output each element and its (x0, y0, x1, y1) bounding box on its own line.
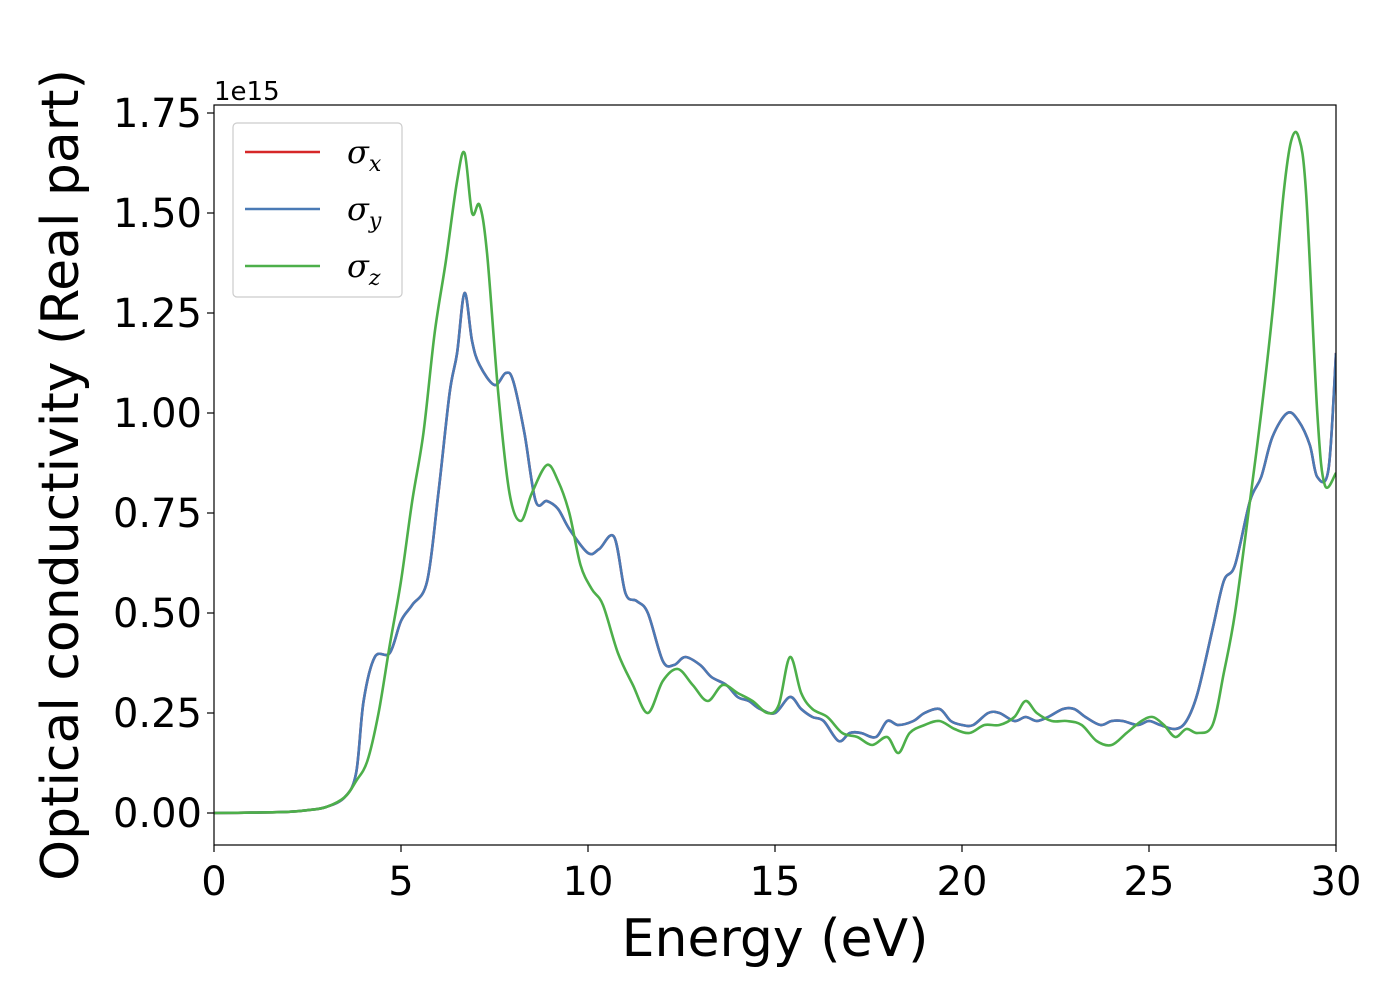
legend-symbol: σ (347, 133, 370, 171)
legend-subscript: y (368, 209, 382, 234)
y-tick-label: 0.75 (113, 491, 202, 537)
y-tick-label: 1.00 (113, 391, 202, 437)
legend-label-y: σy (347, 190, 382, 234)
legend-label-z: σz (347, 247, 381, 291)
legend-subscript: z (368, 266, 381, 291)
legend-subscript: x (369, 152, 382, 177)
series-line-y (214, 291, 1336, 815)
y-tick-label: 1.75 (113, 91, 202, 137)
legend-symbol: σ (347, 247, 370, 285)
x-tick-label: 10 (563, 859, 614, 905)
series-layer (214, 130, 1336, 815)
x-axis: 0 5 10 15 20 25 30 (201, 845, 1361, 905)
legend-symbol: σ (347, 190, 370, 228)
x-tick-label: 15 (750, 859, 801, 905)
x-tick-label: 5 (388, 859, 413, 905)
y-tick-label: 0.00 (113, 791, 202, 837)
x-tick-label: 25 (1124, 859, 1175, 905)
legend-label-x: σx (347, 133, 382, 177)
y-axis: 0.00 0.25 0.50 0.75 1.00 1.25 1.50 1.75 (113, 91, 214, 837)
series-line-z (214, 130, 1336, 815)
y-tick-label: 1.25 (113, 291, 202, 337)
x-tick-label: 20 (937, 859, 988, 905)
y-axis-title: Optical conductivity (Real part) (31, 69, 91, 881)
x-tick-label: 0 (201, 859, 226, 905)
x-tick-label: 30 (1311, 859, 1362, 905)
y-tick-label: 0.50 (113, 591, 202, 637)
y-tick-label: 0.25 (113, 691, 202, 737)
y-tick-label: 1.50 (113, 191, 202, 237)
x-axis-title: Energy (eV) (622, 909, 929, 969)
y-offset-label: 1e15 (214, 77, 280, 107)
